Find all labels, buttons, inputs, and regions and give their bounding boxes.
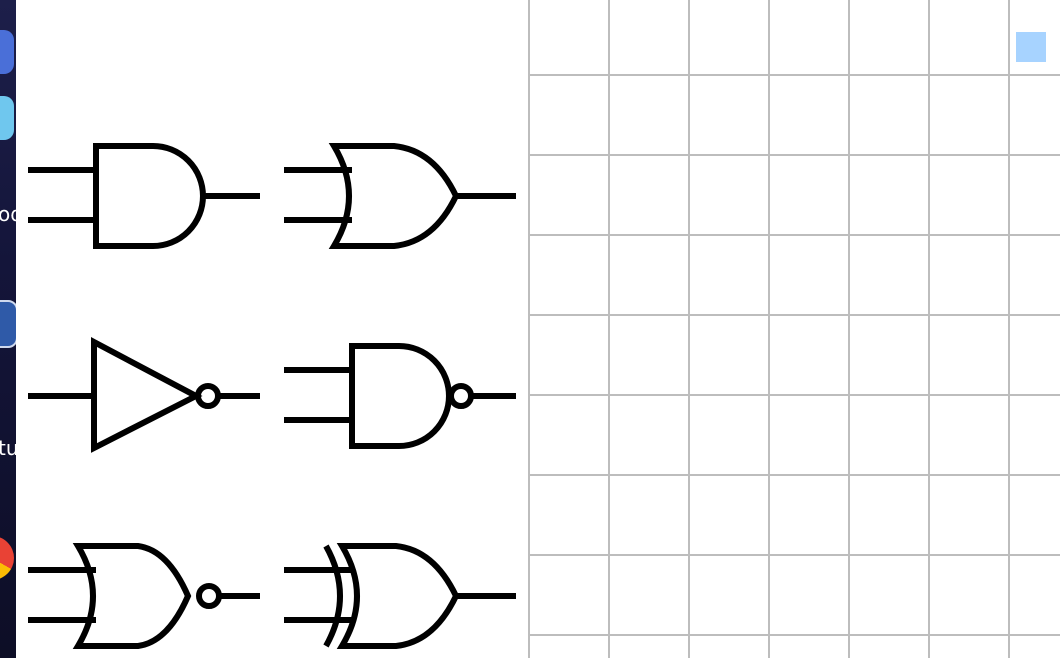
and-gate-icon[interactable] xyxy=(28,140,264,252)
circuit-canvas[interactable] xyxy=(528,0,1060,658)
virtualbox-icon[interactable] xyxy=(0,300,16,348)
or-gate-icon[interactable] xyxy=(284,140,520,252)
desktop-background: od tu xyxy=(0,0,16,658)
selection-handle[interactable] xyxy=(1016,32,1046,62)
gate-palette xyxy=(16,0,528,658)
dock-app-icon[interactable] xyxy=(0,30,14,74)
nand-gate-icon[interactable] xyxy=(284,340,520,452)
dock-app-label: od xyxy=(0,202,16,226)
dock-app-label: tu xyxy=(0,436,16,460)
chrome-icon[interactable] xyxy=(0,536,14,580)
nor-gate-icon[interactable] xyxy=(28,540,264,652)
not-gate-icon[interactable] xyxy=(28,336,264,458)
xor-gate-icon[interactable] xyxy=(284,540,520,652)
dock-app-icon[interactable] xyxy=(0,96,14,140)
